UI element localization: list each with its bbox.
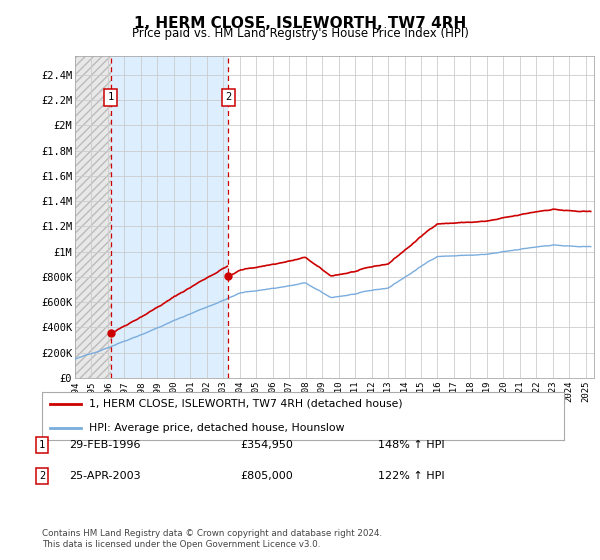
Text: £805,000: £805,000 — [240, 471, 293, 481]
Text: 1: 1 — [107, 92, 114, 102]
Text: 148% ↑ HPI: 148% ↑ HPI — [378, 440, 445, 450]
Text: 1: 1 — [39, 440, 45, 450]
Text: 1, HERM CLOSE, ISLEWORTH, TW7 4RH (detached house): 1, HERM CLOSE, ISLEWORTH, TW7 4RH (detac… — [89, 399, 403, 409]
Text: 122% ↑ HPI: 122% ↑ HPI — [378, 471, 445, 481]
Text: 2: 2 — [225, 92, 232, 102]
Text: 2: 2 — [39, 471, 45, 481]
Bar — [75, 56, 110, 378]
Text: £354,950: £354,950 — [240, 440, 293, 450]
Text: 25-APR-2003: 25-APR-2003 — [69, 471, 140, 481]
Text: HPI: Average price, detached house, Hounslow: HPI: Average price, detached house, Houn… — [89, 423, 344, 433]
Text: 1, HERM CLOSE, ISLEWORTH, TW7 4RH: 1, HERM CLOSE, ISLEWORTH, TW7 4RH — [134, 16, 466, 31]
Text: Contains HM Land Registry data © Crown copyright and database right 2024.
This d: Contains HM Land Registry data © Crown c… — [42, 529, 382, 549]
Text: Price paid vs. HM Land Registry's House Price Index (HPI): Price paid vs. HM Land Registry's House … — [131, 27, 469, 40]
Bar — [110, 56, 229, 378]
Text: 29-FEB-1996: 29-FEB-1996 — [69, 440, 140, 450]
